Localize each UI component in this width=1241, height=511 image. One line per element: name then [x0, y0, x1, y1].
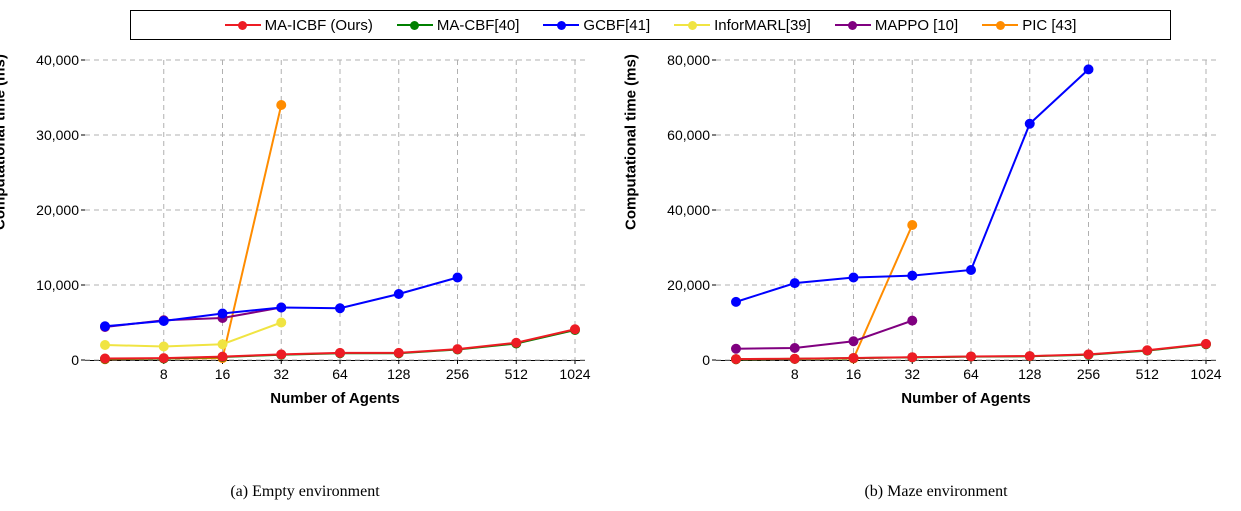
series-marker-0-5-4: [335, 348, 345, 358]
plot-area-0: 010,00020,00030,00040,000816326412825651…: [85, 60, 585, 361]
series-marker-0-3-6: [453, 273, 463, 283]
ylabel-0: Computational time (ms): [0, 54, 9, 230]
series-marker-0-5-8: [570, 324, 580, 334]
series-line-1-1: [736, 321, 912, 349]
xtick-label-0-0: 8: [160, 360, 168, 382]
panel-empty-env: 0 10,000 20,000 30,000 40,000 8 16 32 64 128 256 51…: [10, 50, 600, 501]
series-marker-0-5-6: [453, 344, 463, 354]
series-marker-1-1-2: [849, 336, 859, 346]
series-marker-0-0-3: [276, 100, 286, 110]
series-marker-0-3-1: [159, 316, 169, 326]
series-marker-0-5-5: [394, 348, 404, 358]
legend-swatch-2: [543, 18, 579, 32]
series-marker-1-1-0: [731, 344, 741, 354]
xtick-label-0-1: 16: [215, 360, 231, 382]
legend-label-3: InforMARL[39]: [714, 17, 811, 34]
series-marker-0-1-3: [276, 318, 286, 328]
series-line-1-0: [736, 225, 912, 359]
legend-item-5: PIC [43]: [982, 17, 1076, 34]
xtick-label-1-6: 512: [1136, 360, 1159, 382]
xtick-label-1-0: 8: [791, 360, 799, 382]
legend-swatch-1: [397, 18, 433, 32]
legend-label-1: MA-CBF[40]: [437, 17, 520, 34]
ytick-label-1-2: 40,000: [667, 202, 716, 218]
legend-label-4: MAPPO [10]: [875, 17, 958, 34]
series-marker-0-3-2: [218, 309, 228, 319]
legend-swatch-0: [225, 18, 261, 32]
legend-item-4: MAPPO [10]: [835, 17, 958, 34]
series-marker-1-2-4: [966, 265, 976, 275]
series-marker-1-1-1: [790, 343, 800, 353]
caption-0: (a) Empty environment: [10, 483, 600, 501]
series-marker-1-2-6: [1084, 64, 1094, 74]
series-marker-0-3-5: [394, 289, 404, 299]
xtick-label-0-6: 512: [505, 360, 528, 382]
ytick-label-0-4: 40,000: [36, 52, 85, 68]
figure: MA-ICBF (Ours) MA-CBF[40] GCBF[41] InforMAR…: [10, 10, 1231, 501]
xtick-label-0-2: 32: [273, 360, 289, 382]
ytick-label-1-1: 20,000: [667, 277, 716, 293]
ylabel-1: Computational time (ms): [623, 54, 640, 230]
series-marker-0-5-3: [276, 349, 286, 359]
series-marker-0-1-2: [218, 339, 228, 349]
legend-swatch-3: [674, 18, 710, 32]
series-marker-0-3-3: [276, 303, 286, 313]
ytick-label-0-3: 30,000: [36, 127, 85, 143]
xtick-label-0-4: 128: [387, 360, 410, 382]
series-marker-1-1-3: [907, 316, 917, 326]
series-marker-1-2-0: [731, 297, 741, 307]
xtick-label-1-5: 256: [1077, 360, 1100, 382]
xtick-label-1-2: 32: [904, 360, 920, 382]
xtick-label-1-1: 16: [846, 360, 862, 382]
series-marker-0-3-0: [100, 321, 110, 331]
series-marker-0-5-0: [100, 354, 110, 364]
ytick-label-0-1: 10,000: [36, 277, 85, 293]
legend-swatch-5: [982, 18, 1018, 32]
legend-label-5: PIC [43]: [1022, 17, 1076, 34]
series-marker-1-2-3: [907, 271, 917, 281]
legend-item-3: InforMARL[39]: [674, 17, 811, 34]
xtick-label-0-5: 256: [446, 360, 469, 382]
series-marker-1-4-8: [1201, 339, 1211, 349]
ytick-label-1-0: 0: [702, 352, 716, 368]
series-marker-0-5-7: [511, 338, 521, 348]
series-marker-0-1-1: [159, 342, 169, 352]
panel-maze-env: 0 20,000 40,000 60,000 80,000 8 16 32 64 128 256 51…: [641, 50, 1231, 501]
series-line-0-1: [105, 323, 281, 347]
ytick-label-0-2: 20,000: [36, 202, 85, 218]
chart-svg-1: [716, 60, 1216, 360]
legend-item-2: GCBF[41]: [543, 17, 650, 34]
ytick-label-1-4: 80,000: [667, 52, 716, 68]
xtick-label-0-3: 64: [332, 360, 348, 382]
ytick-label-0-0: 0: [71, 352, 85, 368]
plot-area-1: 020,00040,00060,00080,000816326412825651…: [716, 60, 1216, 361]
series-marker-0-3-4: [335, 303, 345, 313]
chart-svg-0: [85, 60, 585, 360]
series-marker-1-4-7: [1142, 345, 1152, 355]
series-marker-1-2-5: [1025, 119, 1035, 129]
legend-label-0: MA-ICBF (Ours): [265, 17, 373, 34]
panels-row: 0 10,000 20,000 30,000 40,000 8 16 32 64 128 256 51…: [10, 50, 1231, 501]
xlabel-1: Number of Agents: [716, 390, 1216, 407]
xtick-label-1-3: 64: [963, 360, 979, 382]
series-marker-1-2-1: [790, 278, 800, 288]
legend-item-0: MA-ICBF (Ours): [225, 17, 373, 34]
series-marker-1-2-2: [849, 273, 859, 283]
xtick-label-1-4: 128: [1018, 360, 1041, 382]
caption-1: (b) Maze environment: [641, 483, 1231, 501]
legend-label-2: GCBF[41]: [583, 17, 650, 34]
series-marker-0-1-0: [100, 340, 110, 350]
xtick-label-0-7: 1024: [559, 360, 590, 382]
series-marker-1-0-3: [907, 220, 917, 230]
xtick-label-1-7: 1024: [1190, 360, 1221, 382]
series-marker-1-4-0: [731, 354, 741, 364]
series-line-0-0: [105, 105, 281, 359]
legend-swatch-4: [835, 18, 871, 32]
ytick-label-1-3: 60,000: [667, 127, 716, 143]
xlabel-0: Number of Agents: [85, 390, 585, 407]
legend-box: MA-ICBF (Ours) MA-CBF[40] GCBF[41] InforMAR…: [130, 10, 1171, 40]
legend-item-1: MA-CBF[40]: [397, 17, 520, 34]
series-marker-1-4-6: [1084, 349, 1094, 359]
